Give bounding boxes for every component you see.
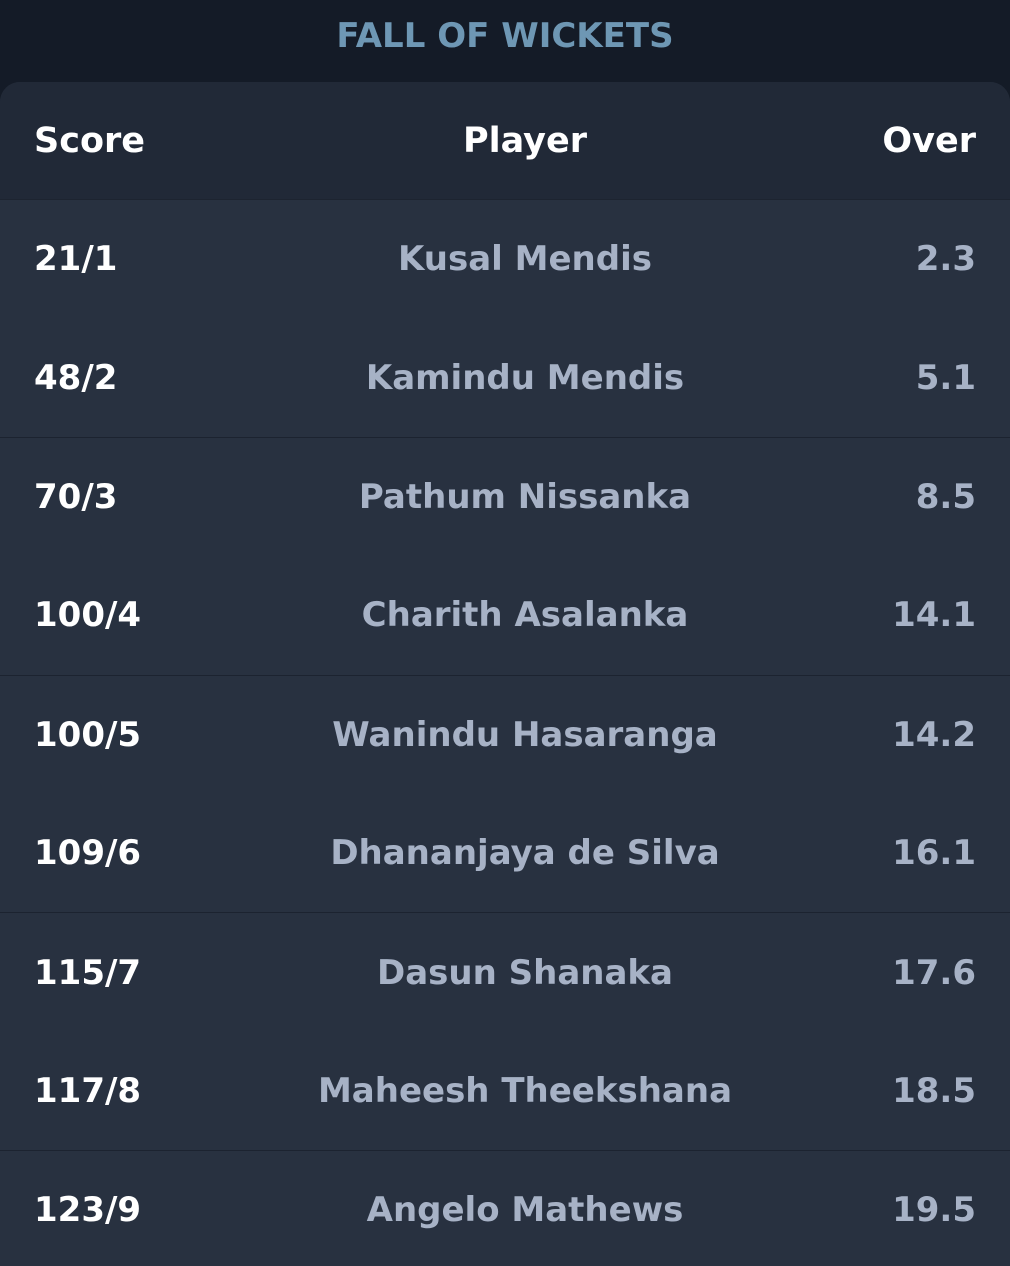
table-row: 115/7 Dasun Shanaka 17.6 bbox=[0, 913, 1010, 1031]
table-row: 100/4 Charith Asalanka 14.1 bbox=[0, 556, 1010, 676]
over-cell: 14.1 bbox=[892, 595, 976, 636]
header-over: Over bbox=[882, 120, 976, 161]
over-cell: 16.1 bbox=[892, 833, 976, 874]
player-cell: Wanindu Hasaranga bbox=[332, 714, 718, 755]
table-row: 21/1 Kusal Mendis 2.3 bbox=[0, 200, 1010, 318]
header-player: Player bbox=[462, 120, 587, 161]
section-title: FALL OF WICKETS bbox=[336, 16, 674, 56]
score-cell: 115/7 bbox=[34, 952, 142, 993]
player-cell: Kusal Mendis bbox=[398, 239, 652, 280]
player-cell: Dhananjaya de Silva bbox=[330, 833, 720, 874]
table-row: 109/6 Dhananjaya de Silva 16.1 bbox=[0, 794, 1010, 914]
table-row: 100/5 Wanindu Hasaranga 14.2 bbox=[0, 676, 1010, 794]
player-cell: Maheesh Theekshana bbox=[317, 1070, 733, 1111]
score-cell: 70/3 bbox=[34, 476, 118, 517]
score-cell: 100/5 bbox=[34, 714, 142, 755]
player-cell: Angelo Mathews bbox=[366, 1190, 684, 1231]
table-row: 123/9 Angelo Mathews 19.5 bbox=[0, 1151, 1010, 1266]
score-cell: 100/4 bbox=[34, 595, 142, 636]
player-cell: Charith Asalanka bbox=[361, 595, 689, 636]
score-cell: 123/9 bbox=[34, 1190, 142, 1231]
player-cell: Kamindu Mendis bbox=[365, 357, 685, 398]
header-score: Score bbox=[34, 120, 145, 161]
table-header-row: Score Player Over bbox=[0, 82, 1010, 200]
over-cell: 2.3 bbox=[915, 239, 976, 280]
fall-of-wickets-table: Score Player Over 21/1 Kusal Mendis 2.3 … bbox=[0, 82, 1010, 1266]
over-cell: 19.5 bbox=[892, 1190, 976, 1231]
table-row: 48/2 Kamindu Mendis 5.1 bbox=[0, 318, 1010, 438]
player-cell: Dasun Shanaka bbox=[377, 952, 673, 993]
score-cell: 48/2 bbox=[34, 357, 118, 398]
over-cell: 14.2 bbox=[892, 714, 976, 755]
score-cell: 21/1 bbox=[34, 239, 118, 280]
score-cell: 109/6 bbox=[34, 833, 142, 874]
table-row: 117/8 Maheesh Theekshana 18.5 bbox=[0, 1032, 1010, 1152]
table-row: 70/3 Pathum Nissanka 8.5 bbox=[0, 438, 1010, 556]
over-cell: 17.6 bbox=[892, 952, 976, 993]
over-cell: 5.1 bbox=[915, 357, 976, 398]
over-cell: 8.5 bbox=[915, 476, 976, 517]
over-cell: 18.5 bbox=[892, 1070, 976, 1111]
player-cell: Pathum Nissanka bbox=[358, 476, 692, 517]
score-cell: 117/8 bbox=[34, 1070, 142, 1111]
